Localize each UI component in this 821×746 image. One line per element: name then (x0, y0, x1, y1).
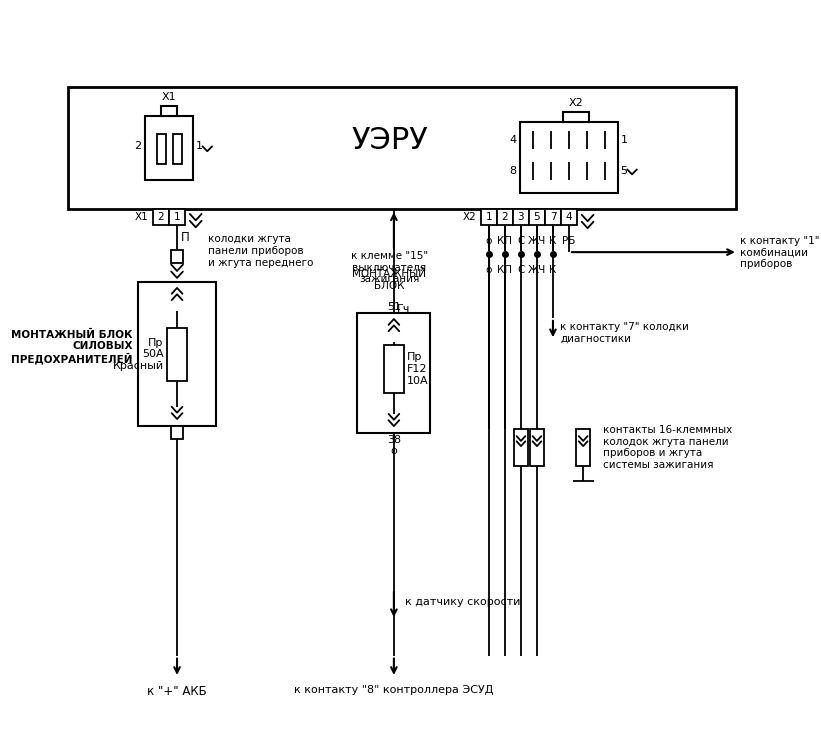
Bar (161, 105, 177, 116)
Text: к датчику скорости: к датчику скорости (405, 598, 520, 607)
Bar (545, 210, 561, 225)
Text: 2: 2 (135, 142, 141, 151)
Bar (171, 251, 183, 263)
Bar (357, 313, 430, 433)
Text: МОНТАЖНЫЙ БЛОК
СИЛОВЫХ
ПРЕДОХРАНИТЕЛЕЙ: МОНТАЖНЫЙ БЛОК СИЛОВЫХ ПРЕДОХРАНИТЕЛЕЙ (11, 330, 133, 365)
Text: к "+" АКБ: к "+" АКБ (147, 685, 207, 698)
Text: С: С (517, 265, 525, 275)
Text: 38: 38 (387, 435, 401, 445)
Bar (514, 429, 528, 466)
Bar (513, 210, 529, 225)
Text: X2: X2 (569, 98, 584, 108)
Text: к клемме "15"
выключателя
зажигания: к клемме "15" выключателя зажигания (351, 251, 428, 284)
Text: X1: X1 (162, 92, 177, 102)
Text: 2: 2 (158, 213, 164, 222)
Text: о: о (486, 236, 492, 246)
Bar (562, 112, 589, 122)
Text: 3: 3 (518, 213, 525, 222)
Bar (157, 134, 166, 164)
Bar (169, 210, 185, 225)
Text: УЭРУ: УЭРУ (351, 125, 428, 154)
Bar (497, 210, 513, 225)
Text: Пр
F12
10А: Пр F12 10А (407, 352, 429, 386)
Text: П: П (181, 231, 190, 245)
Bar (481, 210, 497, 225)
Text: X2: X2 (463, 213, 476, 222)
Bar (167, 327, 187, 381)
Text: К: К (549, 265, 557, 275)
Text: к контакту "7" колодки
диагностики: к контакту "7" колодки диагностики (560, 322, 689, 344)
Bar (145, 116, 193, 181)
Text: МОНТАЖНЫЙ
БЛОК: МОНТАЖНЫЙ БЛОК (352, 269, 426, 291)
Text: К: К (549, 236, 557, 246)
Text: КП: КП (498, 265, 512, 275)
Text: колодки жгута
панели приборов
и жгута переднего: колодки жгута панели приборов и жгута пе… (209, 234, 314, 268)
Bar (529, 210, 545, 225)
Bar (384, 345, 404, 393)
Text: 2: 2 (502, 213, 508, 222)
Text: КП: КП (498, 236, 512, 246)
Text: ЖЧ: ЖЧ (528, 236, 546, 246)
Text: 51: 51 (387, 301, 401, 312)
Text: 8: 8 (509, 166, 516, 176)
Bar (173, 134, 182, 164)
Text: к контакту "8" контроллера ЭСУД: к контакту "8" контроллера ЭСУД (294, 685, 493, 695)
Text: контакты 16-клеммных
колодок жгута панели
приборов и жгута
системы зажигания: контакты 16-клеммных колодок жгута панел… (603, 425, 732, 470)
Text: 1: 1 (195, 142, 203, 151)
Text: X1: X1 (135, 213, 149, 222)
Text: 4: 4 (509, 135, 516, 145)
Text: ЖЧ: ЖЧ (528, 265, 546, 275)
Text: 5: 5 (534, 213, 540, 222)
Bar (138, 282, 216, 426)
Bar (530, 429, 544, 466)
Bar (561, 210, 577, 225)
Text: 1: 1 (486, 213, 493, 222)
Text: о: о (391, 446, 397, 456)
Text: С: С (517, 236, 525, 246)
Text: о: о (486, 265, 492, 275)
Text: 4: 4 (566, 213, 572, 222)
Text: 1: 1 (174, 213, 181, 222)
Bar (153, 210, 169, 225)
Text: 7: 7 (549, 213, 557, 222)
Text: 5: 5 (621, 166, 627, 176)
Text: к контакту "1"
комбинации
приборов: к контакту "1" комбинации приборов (741, 236, 820, 269)
Text: 1: 1 (621, 135, 627, 145)
Text: РБ: РБ (562, 236, 576, 246)
Text: Гч: Гч (397, 304, 410, 314)
Text: Пр
50А
Красный: Пр 50А Красный (112, 338, 163, 371)
Bar (171, 426, 183, 439)
Bar (576, 429, 590, 466)
Bar (68, 87, 736, 210)
Bar (520, 122, 618, 193)
